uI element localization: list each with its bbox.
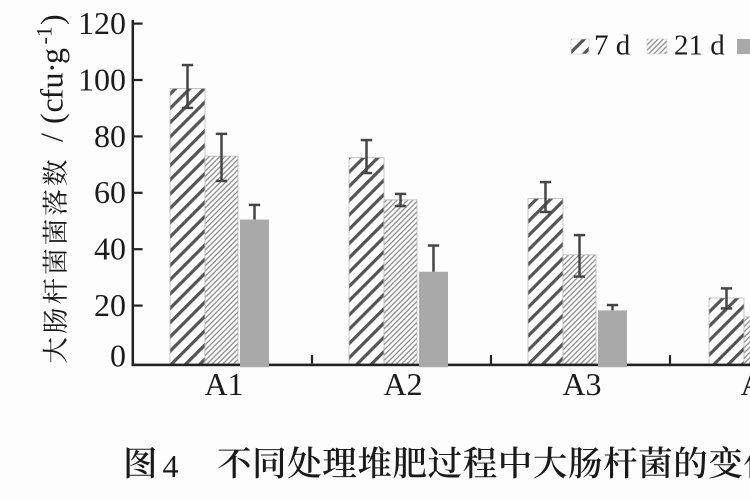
svg-text:/(cfu·g-1): /(cfu·g-1): [32, 14, 70, 142]
svg-text:A4: A4: [740, 366, 750, 402]
svg-text:7 d: 7 d: [594, 30, 631, 62]
svg-text:40: 40: [94, 231, 126, 267]
svg-text:A3: A3: [562, 366, 601, 402]
svg-text:100: 100: [78, 61, 126, 97]
svg-text:4: 4: [163, 448, 179, 484]
svg-text:0: 0: [110, 337, 126, 373]
svg-text:120: 120: [78, 5, 126, 41]
svg-text:A1: A1: [204, 366, 243, 402]
svg-text:21 d: 21 d: [674, 30, 725, 62]
svg-text:60: 60: [94, 174, 126, 210]
svg-text:80: 80: [94, 118, 126, 154]
svg-text:A2: A2: [383, 366, 422, 402]
svg-text:20: 20: [94, 287, 126, 323]
